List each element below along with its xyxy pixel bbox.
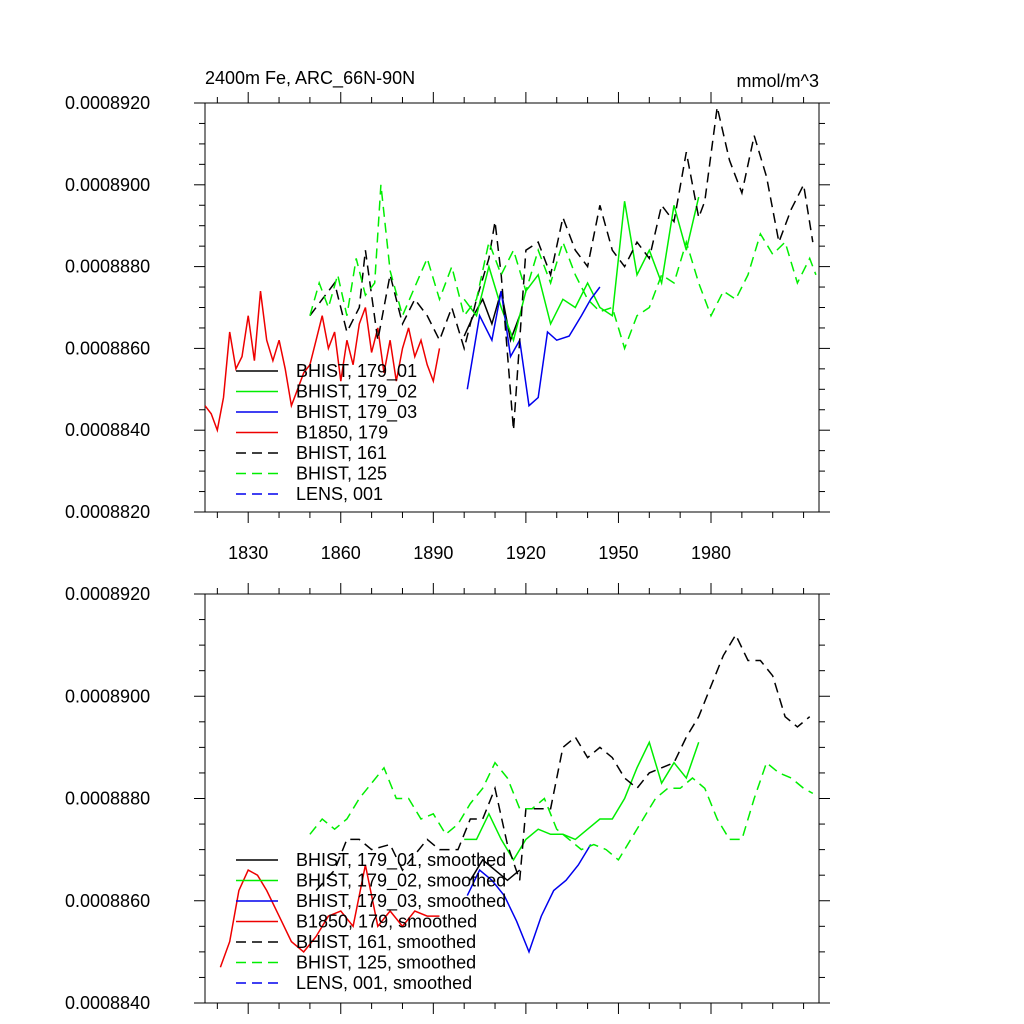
x-tick-label: 1890 <box>413 543 453 563</box>
legend-label-lens-001: LENS, 001 <box>296 484 383 504</box>
y-tick-label: 0.0008860 <box>65 891 150 911</box>
top-axes: 1830 1860 1890 1920 1950 1980 0.0008820 0.00088… <box>65 92 830 563</box>
y-tick-label: 0.0008840 <box>65 993 150 1013</box>
x-tick-label: 1860 <box>321 543 361 563</box>
top-series <box>205 106 817 433</box>
series-line-bhist-179-02-smoothed <box>464 740 700 862</box>
x-tick-label: 1830 <box>228 543 268 563</box>
legend-label-bhist-179-03-smoothed: BHIST, 179_03, smoothed <box>296 891 506 912</box>
legend-label-bhist-125: BHIST, 125 <box>296 464 387 484</box>
y-tick-label: 0.0008840 <box>65 420 150 440</box>
y-tick-label: 0.0008820 <box>65 502 150 522</box>
bottom-panel: 0.0008840 0.0008860 0.0008880 0.0008900 0.00… <box>65 583 830 1014</box>
series-line-bhist-161-smoothed <box>315 633 811 892</box>
legend-label-bhist-179-01-smoothed: BHIST, 179_01, smoothed <box>296 850 506 871</box>
series-line-bhist-125 <box>309 184 817 351</box>
x-tick-label: 1980 <box>691 543 731 563</box>
series-line-bhist-179-01-smoothed <box>469 858 521 882</box>
legend-label-bhist-179-02-smoothed: BHIST, 179_02, smoothed <box>296 871 506 892</box>
bottom-axes: 0.0008840 0.0008860 0.0008880 0.0008900 0.00… <box>65 583 830 1014</box>
legend-label-bhist-179-01: BHIST, 179_01 <box>296 361 417 382</box>
y-tick-label: 0.0008900 <box>65 686 150 706</box>
series-line-bhist-179-01 <box>463 290 521 343</box>
x-tick-label: 1950 <box>598 543 638 563</box>
legend-label-bhist-179-03: BHIST, 179_03 <box>296 402 417 423</box>
legend-label-b1850-179-smoothed: B1850, 179, smoothed <box>296 912 477 932</box>
y-tick-label: 0.0008920 <box>65 584 150 604</box>
y-tick-label: 0.0008900 <box>65 175 150 195</box>
series-line-bhist-179-02 <box>463 196 700 343</box>
series-line-bhist-179-03 <box>466 286 601 408</box>
legend-label-bhist-125-smoothed: BHIST, 125, smoothed <box>296 953 476 973</box>
y-tick-label: 0.0008880 <box>65 257 150 277</box>
series-line-b1850-179 <box>205 291 441 433</box>
series-line-b1850-179-smoothed <box>219 864 440 968</box>
top-title-right: mmol/m^3 <box>737 71 819 91</box>
y-tick-label: 0.0008920 <box>65 93 150 113</box>
bottom-series <box>219 633 814 968</box>
series-line-bhist-125-smoothed <box>309 761 814 862</box>
top-title-left: 2400m Fe, ARC_66N-90N <box>205 68 415 89</box>
top-panel: 2400m Fe, ARC_66N-90N mmol/m^3 1830 1860 1… <box>65 68 830 563</box>
series-line-bhist-161 <box>309 106 814 431</box>
x-tick-label: 1920 <box>506 543 546 563</box>
legend-label-bhist-179-02: BHIST, 179_02 <box>296 382 417 403</box>
series-line-bhist-179-03-smoothed <box>466 844 592 955</box>
legend-label-bhist-161: BHIST, 161 <box>296 443 387 463</box>
legend-label-bhist-161-smoothed: BHIST, 161, smoothed <box>296 932 476 952</box>
y-tick-label: 0.0008860 <box>65 338 150 358</box>
legend-label-b1850-179: B1850, 179 <box>296 423 388 443</box>
y-tick-label: 0.0008880 <box>65 789 150 809</box>
legend-label-lens-001-smoothed: LENS, 001, smoothed <box>296 973 472 993</box>
